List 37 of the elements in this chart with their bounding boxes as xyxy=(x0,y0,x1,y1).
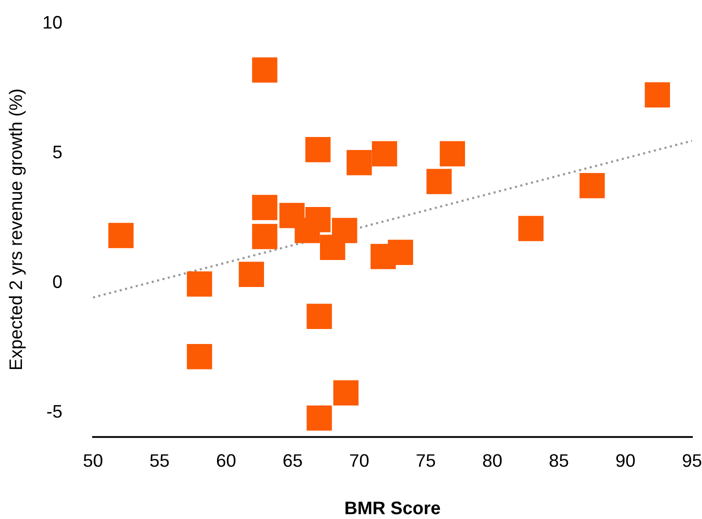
point xyxy=(108,222,134,248)
x-tick-label: 85 xyxy=(550,454,568,467)
point xyxy=(186,271,212,297)
point xyxy=(238,262,264,287)
y-tick-label: 10 xyxy=(44,16,62,29)
point xyxy=(426,168,452,194)
point xyxy=(252,224,278,250)
x-tick-label: 70 xyxy=(350,454,369,467)
point xyxy=(388,240,414,265)
point xyxy=(372,141,398,166)
point xyxy=(332,218,358,244)
point xyxy=(644,82,670,108)
y-tick-label: 5 xyxy=(53,146,62,158)
x-tick-label: 55 xyxy=(150,454,169,467)
point xyxy=(440,141,466,166)
y-tick-label: 0 xyxy=(53,275,62,288)
point xyxy=(333,380,359,406)
point xyxy=(305,136,331,162)
x-tick-label: 95 xyxy=(682,454,702,467)
y-axis-title: Expected 2 yrs revenue growth (%) xyxy=(8,90,26,370)
point xyxy=(305,207,331,232)
x-tick-label: 90 xyxy=(616,454,635,467)
point xyxy=(306,405,332,431)
x-tick-label: 75 xyxy=(416,454,436,467)
point xyxy=(518,216,544,242)
x-axis-title: BMR Score xyxy=(346,502,440,514)
point xyxy=(346,150,372,176)
point xyxy=(252,57,278,83)
x-tick-label: 65 xyxy=(284,454,302,467)
point xyxy=(306,304,332,330)
point xyxy=(580,173,605,198)
x-tick-label: 50 xyxy=(84,454,102,467)
point xyxy=(186,344,212,370)
x-tick-label: 80 xyxy=(483,454,502,467)
y-tick-label: -5 xyxy=(47,405,62,418)
point xyxy=(252,194,278,220)
x-tick-label: 60 xyxy=(216,454,236,467)
